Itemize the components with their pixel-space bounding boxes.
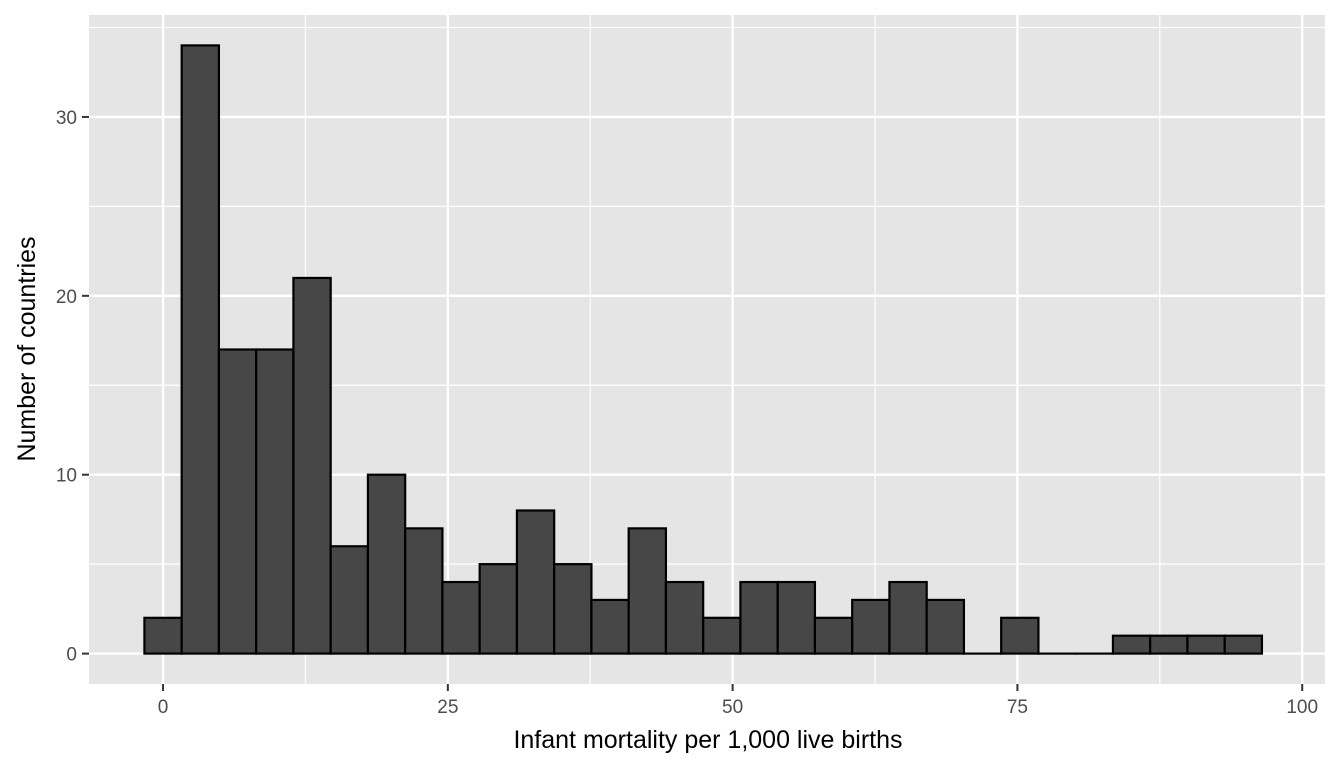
histogram-bar xyxy=(515,509,556,655)
histogram-bar xyxy=(627,527,668,655)
histogram-bar xyxy=(329,545,370,655)
histogram-bar xyxy=(702,616,742,655)
x-tick-label: 50 xyxy=(722,697,743,718)
histogram-bar xyxy=(404,527,444,655)
histogram-bar xyxy=(888,580,928,655)
histogram-bar xyxy=(217,348,258,655)
y-tick-label: 30 xyxy=(56,108,77,129)
histogram-bar xyxy=(925,598,966,655)
histogram-bar xyxy=(590,598,630,655)
histogram-bar xyxy=(292,276,332,655)
histogram-bar xyxy=(1149,634,1189,655)
y-tick-label: 20 xyxy=(56,287,77,308)
x-tick-label: 25 xyxy=(437,697,458,718)
histogram-bar xyxy=(1186,634,1226,655)
histogram-bar xyxy=(1111,634,1152,655)
x-tick-label: 75 xyxy=(1007,697,1028,718)
histogram-bar xyxy=(180,44,221,655)
y-tick-label: 10 xyxy=(56,466,77,487)
histogram-bars xyxy=(143,44,1264,655)
histogram-bar xyxy=(366,473,407,655)
histogram-bar xyxy=(478,563,519,655)
histogram-bar xyxy=(776,580,817,655)
minor-gridlines xyxy=(89,15,1325,684)
x-tick-label: 0 xyxy=(158,697,169,718)
histogram-bar xyxy=(1223,634,1264,655)
histogram-bar xyxy=(739,580,779,655)
histogram-bar xyxy=(664,580,705,655)
x-tick-label: 100 xyxy=(1286,697,1318,718)
y-axis: 0 10 20 30 xyxy=(56,108,89,666)
histogram-bar xyxy=(1000,616,1040,655)
x-axis: 0 25 50 75 100 xyxy=(158,684,1318,718)
histogram-bar xyxy=(441,580,481,655)
histogram-bar xyxy=(553,563,593,655)
histogram-bar xyxy=(813,616,854,655)
histogram-bar xyxy=(851,598,891,655)
histogram-bar xyxy=(143,616,183,655)
x-axis-title: Infant mortality per 1,000 live births xyxy=(513,726,902,754)
y-tick-label: 0 xyxy=(66,645,77,666)
histogram-bar xyxy=(255,348,295,655)
y-axis-title: Number of countries xyxy=(13,236,41,461)
